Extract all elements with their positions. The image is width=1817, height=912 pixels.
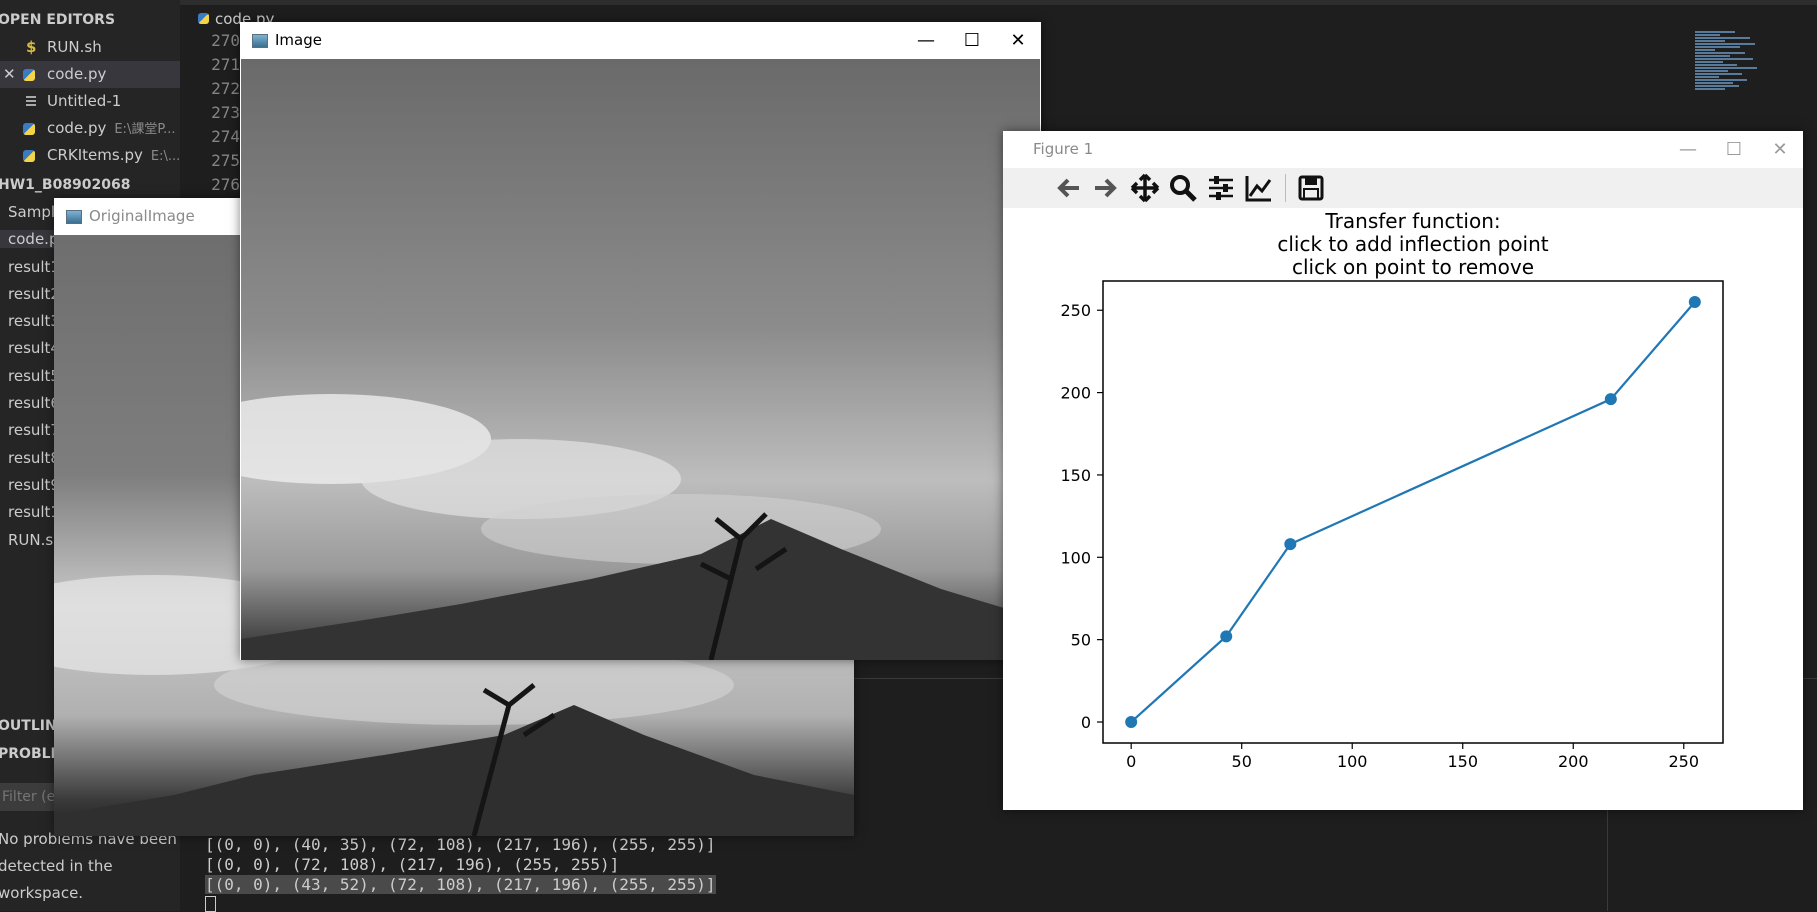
- terminal-line-selected: [(0, 0), (43, 52), (72, 108), (217, 196)…: [205, 875, 716, 894]
- grayscale-photo: [241, 59, 1040, 660]
- file-item[interactable]: result9: [8, 476, 60, 494]
- x-axis: 0 50 100 150 200 250: [1126, 743, 1699, 771]
- terminal-cursor: [205, 896, 216, 912]
- outline-header[interactable]: OUTLINE: [0, 718, 67, 734]
- y-tick-label: 0: [1081, 713, 1091, 732]
- edit-axis-icon[interactable]: [1243, 172, 1275, 204]
- minimize-icon[interactable]: —: [917, 30, 935, 51]
- app-icon: [66, 210, 82, 224]
- x-tick-label: 50: [1232, 752, 1252, 771]
- plot-frame: [1102, 280, 1724, 744]
- file-item[interactable]: RUN.s: [8, 531, 54, 549]
- inflection-point[interactable]: [1688, 296, 1701, 308]
- file-item[interactable]: result7: [8, 421, 60, 439]
- open-editor-item[interactable]: code.py E:\課堂P...: [0, 115, 180, 142]
- folder-header[interactable]: HW1_B08902068: [0, 177, 131, 193]
- chart-title-line: click on point to remove: [1292, 255, 1534, 279]
- close-icon[interactable]: ✕: [3, 65, 16, 83]
- close-icon[interactable]: ✕: [1010, 30, 1026, 51]
- figure-window: Figure 1 — ☐ ✕ Transfer function: click …: [1003, 131, 1803, 810]
- inflection-point[interactable]: [1125, 716, 1138, 728]
- minimap[interactable]: [1695, 30, 1765, 130]
- y-axis: 0 50 100 150 200 250: [1060, 301, 1103, 732]
- line-number: 272: [211, 79, 240, 98]
- python-file-icon: [23, 123, 35, 135]
- transfer-function-plot[interactable]: Transfer function: click to add inflecti…: [1003, 208, 1803, 810]
- close-icon[interactable]: ✕: [1772, 139, 1788, 160]
- inflection-point[interactable]: [1220, 630, 1233, 643]
- y-tick-label: 50: [1071, 631, 1091, 650]
- file-item[interactable]: result4: [8, 339, 60, 357]
- maximize-icon[interactable]: ☐: [963, 30, 981, 51]
- y-tick-label: 250: [1060, 301, 1091, 320]
- file-item[interactable]: result3: [8, 312, 60, 330]
- transfer-line-series: [1125, 296, 1701, 728]
- window-title: Figure 1: [1033, 140, 1094, 158]
- matplotlib-toolbar: [1003, 168, 1803, 208]
- window-title: Image: [275, 31, 322, 49]
- configure-subplots-icon[interactable]: [1205, 172, 1237, 204]
- back-arrow-icon[interactable]: [1053, 172, 1085, 204]
- file-item[interactable]: result1: [8, 503, 60, 521]
- python-file-icon: [198, 13, 209, 24]
- maximize-icon[interactable]: ☐: [1725, 139, 1743, 160]
- shell-file-icon: $: [26, 38, 37, 56]
- file-item[interactable]: result8: [8, 449, 60, 467]
- file-item[interactable]: result5: [8, 367, 60, 385]
- minimize-icon[interactable]: —: [1679, 139, 1697, 160]
- save-disk-icon[interactable]: [1295, 172, 1327, 204]
- toolbar-separator: [1285, 174, 1286, 202]
- y-tick-label: 100: [1060, 548, 1091, 567]
- chart-title-line: click to add inflection point: [1277, 232, 1548, 256]
- open-editors-header[interactable]: OPEN EDITORS: [0, 12, 116, 28]
- inflection-point[interactable]: [1284, 538, 1297, 551]
- python-file-icon: [23, 150, 35, 162]
- line-number: 275: [211, 151, 240, 170]
- chart-title-line: Transfer function:: [1324, 209, 1500, 233]
- file-item[interactable]: result1: [8, 258, 60, 276]
- image-window: Image — ☐ ✕: [240, 22, 1041, 660]
- inflection-point[interactable]: [1604, 393, 1617, 406]
- file-item[interactable]: Sampl: [8, 203, 56, 221]
- forward-arrow-icon[interactable]: [1089, 172, 1121, 204]
- x-tick-label: 0: [1126, 752, 1136, 771]
- x-tick-label: 200: [1558, 752, 1589, 771]
- x-tick-label: 250: [1668, 752, 1699, 771]
- file-item[interactable]: result2: [8, 285, 60, 303]
- title-bar[interactable]: Figure 1 — ☐ ✕: [1003, 131, 1803, 168]
- editor-tab-bar: [180, 0, 1817, 5]
- open-editor-item[interactable]: Untitled-1: [0, 88, 180, 115]
- app-icon: [252, 34, 268, 48]
- pan-icon[interactable]: [1129, 172, 1161, 204]
- terminal-line: [(0, 0), (72, 108), (217, 196), (255, 25…: [205, 855, 620, 874]
- open-editor-item[interactable]: CRKItems.py E:\...: [0, 142, 180, 169]
- python-file-icon: [23, 69, 35, 81]
- y-tick-label: 150: [1060, 466, 1091, 485]
- terminal-line: [(0, 0), (40, 35), (72, 108), (217, 196)…: [205, 835, 716, 854]
- text-file-icon: [26, 94, 36, 108]
- window-title: OriginalImage: [89, 207, 195, 225]
- zoom-magnifier-icon[interactable]: [1167, 172, 1199, 204]
- y-tick-label: 200: [1060, 384, 1091, 403]
- line-number: 276: [211, 175, 240, 194]
- line-number: 270: [211, 31, 240, 50]
- problems-message: No problems have been detected in the wo…: [0, 830, 177, 902]
- line-number: 273: [211, 103, 240, 122]
- line-number: 271: [211, 55, 240, 74]
- open-editor-item[interactable]: $ RUN.sh: [0, 34, 180, 61]
- x-tick-label: 100: [1337, 752, 1368, 771]
- title-bar[interactable]: Image — ☐ ✕: [240, 22, 1041, 59]
- x-tick-label: 150: [1447, 752, 1478, 771]
- line-number: 274: [211, 127, 240, 146]
- file-item[interactable]: result6: [8, 394, 60, 412]
- open-editor-item-active[interactable]: ✕ code.py: [0, 61, 180, 88]
